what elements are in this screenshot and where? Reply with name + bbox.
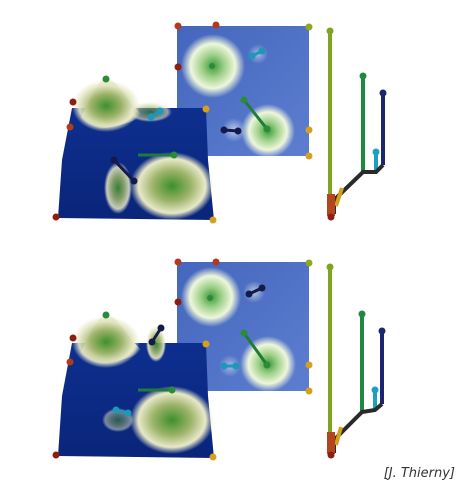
- peak-glow: [72, 80, 140, 132]
- corner-node: [305, 387, 313, 395]
- corner-node: [305, 259, 313, 267]
- merge-tree-bottom: [326, 263, 386, 459]
- corner-node: [305, 152, 313, 160]
- critical-point: [245, 290, 253, 298]
- critical-point: [168, 386, 176, 394]
- peak-hill: [130, 386, 214, 454]
- top-row: [52, 21, 387, 224]
- peak-hill: [128, 102, 172, 122]
- peak-hill: [146, 326, 166, 362]
- corner-node: [69, 334, 77, 342]
- critical-point: [240, 329, 248, 337]
- scalar-field-map-bottom: [174, 258, 313, 395]
- corner-node: [202, 340, 210, 348]
- corner-node: [52, 213, 60, 221]
- critical-point: [124, 409, 132, 417]
- tree-root: [327, 194, 335, 216]
- corner-node: [52, 451, 60, 459]
- corner-node: [305, 126, 313, 134]
- critical-point: [232, 362, 240, 370]
- tree-root: [327, 432, 335, 454]
- critical-point: [170, 151, 178, 159]
- critical-point: [209, 63, 215, 69]
- tree-node: [379, 89, 387, 97]
- tree-node: [327, 213, 335, 221]
- corner-node: [305, 23, 313, 31]
- peak-hill: [104, 162, 132, 214]
- persistence-pair-edge: [242, 99, 269, 130]
- critical-point: [147, 113, 155, 121]
- terrain-surface-bottom: [52, 311, 217, 461]
- peak-hill: [130, 152, 214, 220]
- corner-node: [66, 358, 74, 366]
- critical-point: [263, 125, 271, 133]
- tree-node: [378, 327, 386, 335]
- critical-point: [130, 177, 138, 185]
- critical-point: [207, 295, 213, 301]
- persistence-pair-edge: [112, 158, 136, 183]
- corner-node: [69, 98, 77, 106]
- corner-node: [212, 21, 220, 29]
- corner-node: [174, 22, 182, 30]
- critical-point: [102, 75, 110, 83]
- corner-node: [212, 258, 220, 266]
- terrain-surface-top: [52, 75, 217, 224]
- peak-glow: [72, 316, 140, 368]
- corner-node: [209, 216, 217, 224]
- tree-node: [326, 27, 334, 35]
- persistence-pair-edge: [242, 332, 269, 366]
- tree-node: [371, 386, 379, 394]
- critical-point: [220, 362, 228, 370]
- corner-node: [174, 298, 182, 306]
- critical-point: [263, 361, 271, 369]
- critical-point: [240, 96, 248, 104]
- critical-point: [248, 52, 256, 60]
- critical-point: [156, 107, 164, 115]
- tree-branch: [334, 426, 343, 446]
- bottom-row: [52, 258, 386, 461]
- corner-node: [174, 63, 182, 71]
- tree-branch: [334, 187, 344, 207]
- critical-point: [234, 127, 242, 135]
- tree-node: [326, 263, 334, 271]
- critical-point: [157, 324, 165, 332]
- corner-node: [305, 361, 313, 369]
- author-credit: [J. Thierny]: [383, 466, 455, 481]
- critical-point: [220, 126, 228, 134]
- tree-node: [359, 72, 367, 80]
- critical-point: [258, 47, 266, 55]
- tree-node: [327, 451, 335, 459]
- tree-node: [358, 310, 366, 318]
- corner-node: [202, 105, 210, 113]
- corner-node: [174, 258, 182, 266]
- corner-node: [209, 453, 217, 461]
- critical-point: [110, 156, 118, 164]
- tree-node: [372, 148, 380, 156]
- critical-point: [112, 406, 120, 414]
- critical-point: [258, 284, 266, 292]
- corner-node: [66, 123, 74, 131]
- merge-tree-top: [326, 27, 387, 221]
- critical-point: [102, 311, 110, 319]
- critical-point: [148, 338, 156, 346]
